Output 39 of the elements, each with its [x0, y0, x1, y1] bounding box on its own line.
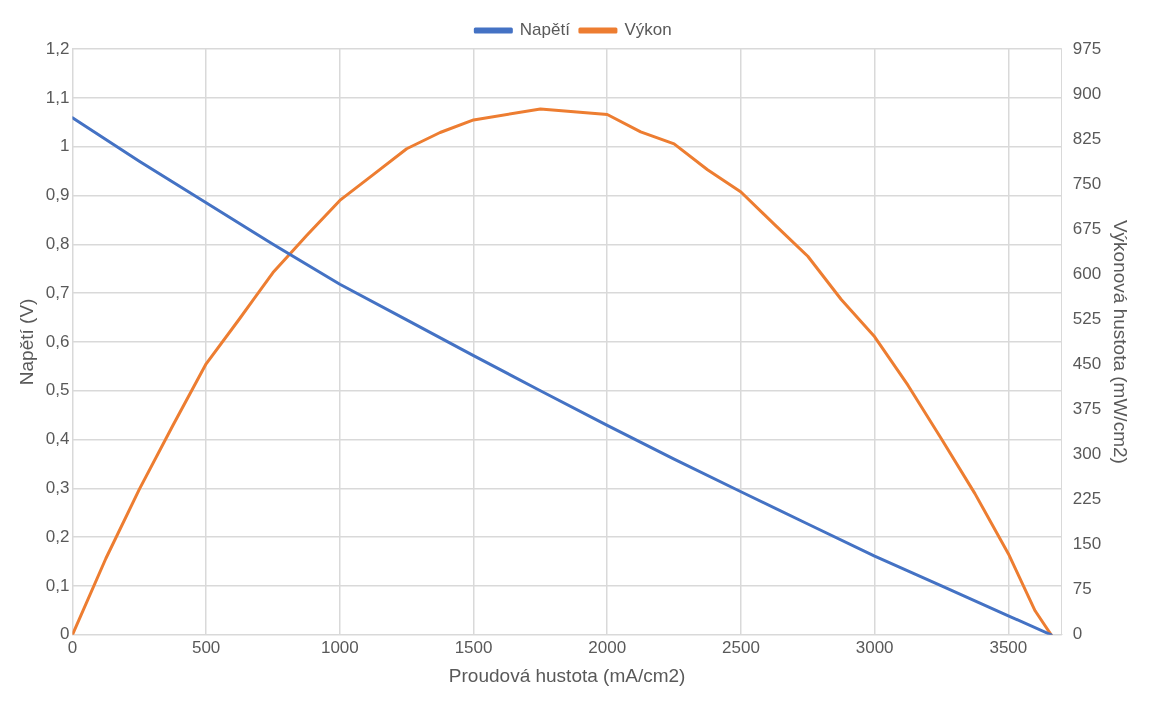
y2-tick-label: 75	[1072, 579, 1092, 599]
y2-tick-label: 450	[1072, 354, 1102, 374]
y2-tick-label: 150	[1072, 534, 1102, 554]
x-tick-label: 500	[191, 637, 221, 657]
y-tick-label: 1	[59, 136, 70, 156]
x-tick-label: 3000	[855, 637, 894, 657]
y-tick-label: 0,8	[45, 233, 70, 253]
y-tick-label: 0	[59, 624, 70, 644]
legend-label: Napětí	[519, 20, 571, 40]
x-tick-label: 1500	[454, 637, 493, 657]
x-tick-label: 1000	[320, 637, 359, 657]
y2-tick-label: 0	[1072, 624, 1083, 644]
y2-tick-label: 675	[1072, 218, 1102, 238]
y-tick-label: 0,7	[45, 282, 70, 302]
y-tick-label: 1,1	[45, 87, 70, 107]
y-tick-label: 1,2	[45, 38, 70, 58]
y-axis-title: Napětí (V)	[15, 298, 37, 386]
legend-label: Výkon	[624, 20, 672, 40]
y2-axis-title: Výkonová hustota (mW/cm2)	[1110, 219, 1132, 464]
x-axis-title: Proudová hustota (mA/cm2)	[448, 664, 686, 686]
y-tick-label: 0,5	[45, 380, 70, 400]
y2-tick-label: 975	[1072, 38, 1102, 58]
x-tick-label: 3500	[989, 637, 1028, 657]
y2-tick-label: 750	[1072, 173, 1102, 193]
y2-tick-label: 825	[1072, 128, 1102, 148]
y-tick-label: 0,4	[45, 429, 70, 449]
x-tick-label: 2000	[588, 637, 627, 657]
y-tick-label: 0,6	[45, 331, 70, 351]
y2-tick-label: 375	[1072, 399, 1102, 419]
y2-tick-label: 525	[1072, 309, 1102, 329]
y2-tick-label: 600	[1072, 264, 1102, 283]
y-tick-label: 0,2	[45, 526, 70, 546]
y2-tick-label: 900	[1072, 83, 1102, 103]
y-tick-label: 0,1	[45, 575, 70, 595]
y2-tick-label: 300	[1072, 444, 1102, 464]
y-tick-label: 0,3	[45, 478, 70, 498]
x-tick-label: 2500	[722, 637, 760, 657]
y2-tick-label: 225	[1072, 489, 1102, 509]
y-tick-label: 0,9	[45, 185, 70, 205]
